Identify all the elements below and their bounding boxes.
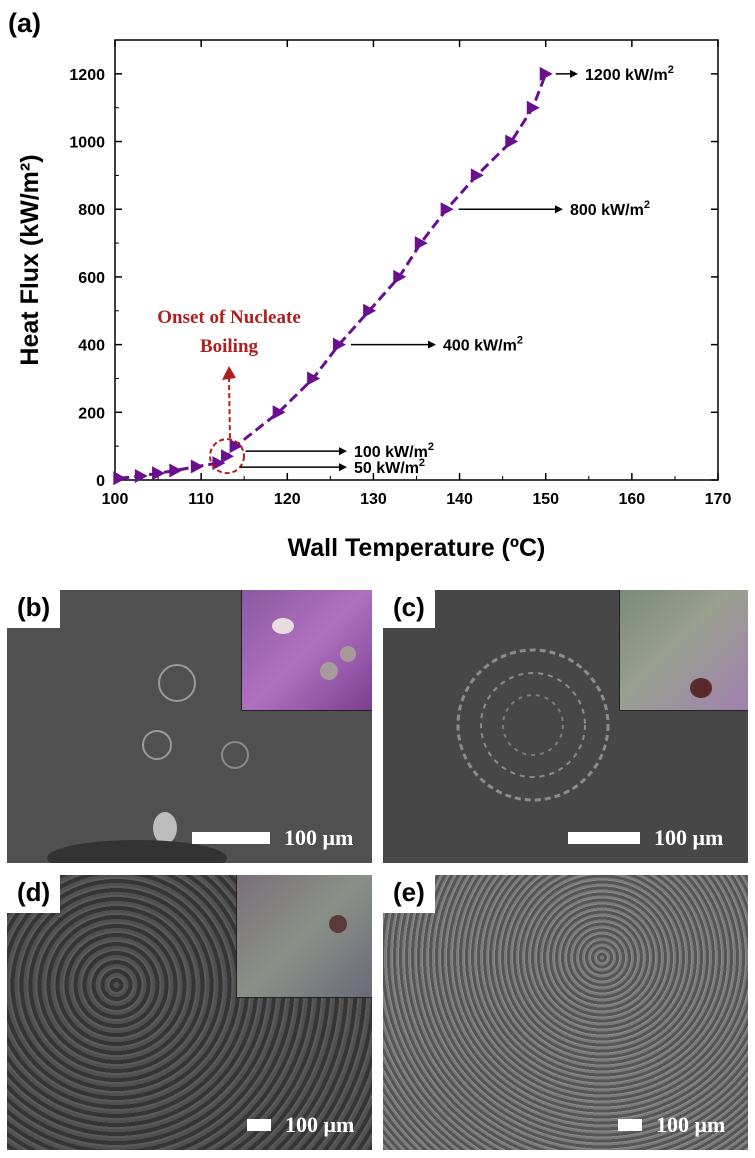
data-point [169,463,183,478]
panel-label-e: (e) [383,875,435,913]
flux-label: 800 kW/m2 [570,199,650,219]
x-tick-label: 160 [619,491,646,508]
x-axis-label: Wall Temperature (ºC) [288,534,546,562]
onset-arrow-line [228,377,231,439]
data-point [190,459,204,474]
data-point [470,168,484,183]
x-tick-label: 150 [532,491,559,508]
onset-label-line1: Onset of Nucleate [157,307,301,328]
x-tick-label: 110 [188,491,214,508]
data-point [307,371,321,386]
data-point [363,303,377,318]
optical-inset-b [241,590,372,711]
flux-arrow-head [339,463,347,472]
sem-panel-c: (c) 100 μm [383,590,748,863]
x-tick-label: 170 [705,491,732,508]
data-point [113,471,127,486]
x-tick-label: 140 [446,491,473,508]
scale-bar-e: 100 μm [618,1112,725,1138]
scale-bar-line [568,832,640,844]
onset-label-line2: Boiling [200,336,259,357]
data-point [212,456,226,471]
sem-panel-d: (d) 100 μm [7,875,372,1150]
panel-label-b: (b) [7,590,61,628]
scale-bar-line [192,832,270,844]
flux-arrow-head [339,447,347,456]
data-point [440,202,454,217]
scale-bar-b: 100 μm [192,825,353,851]
flux-arrow-head [555,205,563,214]
data-point [220,449,234,464]
flux-label: 1200 kW/m2 [585,64,674,84]
data-point [229,439,243,454]
data-point [134,468,148,483]
scale-bar-line [247,1119,271,1131]
scale-bar-label: 100 μm [656,1112,726,1137]
optical-inset-d [236,875,372,998]
data-point [526,100,540,115]
scale-bar-c: 100 μm [568,825,723,851]
y-tick-label: 0 [96,473,105,490]
flux-label: 100 kW/m2 [354,441,434,461]
x-tick-label: 130 [360,491,387,508]
data-point [539,66,553,81]
flux-label: 50 kW/m2 [354,457,425,477]
y-axis-label: Heat Flux (kW/m²) [16,154,44,365]
x-tick-label: 120 [274,491,301,508]
flux-arrow-head [428,340,436,349]
data-point [272,405,286,420]
flux-arrow-head [570,69,578,78]
panel-label-a: (a) [8,8,41,38]
scale-bar-d: 100 μm [247,1112,354,1138]
onset-circle [208,438,245,475]
data-point [393,269,407,284]
series-line [119,73,548,480]
flux-label: 400 kW/m2 [443,335,523,355]
sem-texture-e [383,875,748,1150]
plot-frame [114,39,719,481]
y-tick-label: 1200 [69,67,105,84]
data-point [414,236,428,251]
sem-panel-e: (e) 100 μm [383,875,748,1150]
data-point [332,337,346,352]
y-tick-label: 600 [78,270,105,287]
y-tick-label: 200 [78,405,105,422]
scale-bar-line [618,1119,642,1131]
y-tick-label: 400 [78,338,105,355]
x-tick-label: 100 [102,491,129,508]
scale-bar-label: 100 μm [285,1112,355,1137]
data-point [152,466,166,481]
data-point [505,134,519,149]
scale-bar-label: 100 μm [284,825,354,850]
sem-panel-b: (b) 100 μm [7,590,372,863]
onset-arrow-head [222,366,236,380]
y-tick-label: 1000 [69,135,105,152]
y-tick-label: 800 [78,202,105,219]
optical-inset-c [619,590,748,711]
panel-label-d: (d) [7,875,61,913]
heat-flux-chart: (a) 100 110 120 130 140 150 160 170 0 200 400 600 800… [8,8,732,562]
panel-label-c: (c) [383,590,435,628]
scale-bar-label: 100 μm [654,825,724,850]
